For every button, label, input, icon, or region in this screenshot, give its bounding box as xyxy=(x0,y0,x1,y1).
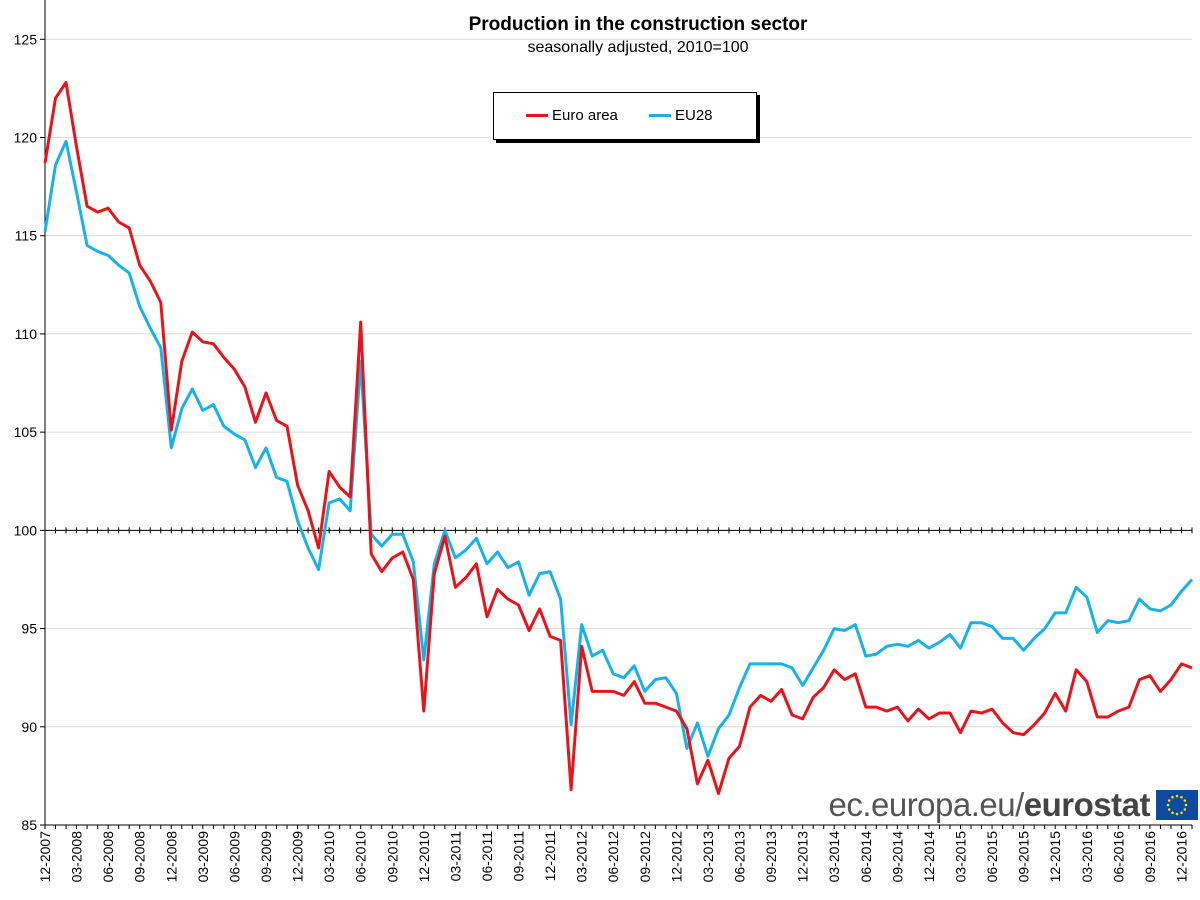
x-tick-label: 03-2015 xyxy=(952,831,968,883)
x-tick-label: 09-2014 xyxy=(889,831,905,883)
y-tick-label: 95 xyxy=(21,621,37,637)
x-tick-label: 06-2014 xyxy=(858,831,874,883)
x-tick-label: 12-2009 xyxy=(290,831,306,883)
y-tick-label: 110 xyxy=(15,326,38,342)
y-tick-label: 115 xyxy=(15,228,38,244)
x-tick-label: 06-2015 xyxy=(984,831,1000,883)
x-tick-label: 09-2008 xyxy=(132,831,148,883)
x-tick-label: 12-2016 xyxy=(1173,831,1189,883)
flag-star xyxy=(1175,812,1179,816)
watermark-brand: eurostat xyxy=(1023,786,1151,823)
x-tick-label: 03-2009 xyxy=(195,831,211,883)
chart-subtitle: seasonally adjusted, 2010=100 xyxy=(527,39,749,56)
flag-star xyxy=(1175,794,1179,798)
x-tick-label: 06-2013 xyxy=(732,831,748,883)
x-tick-label: 03-2013 xyxy=(700,831,716,883)
flag-star xyxy=(1180,795,1183,799)
y-tick-label: 125 xyxy=(14,31,38,47)
series-line-euro-area xyxy=(43,81,1193,796)
x-tick-label: 09-2013 xyxy=(763,831,779,883)
x-tick-label: 12-2014 xyxy=(921,831,937,883)
flag-star xyxy=(1171,795,1174,799)
x-tick-label: 09-2016 xyxy=(1142,831,1158,883)
series-line-eu28 xyxy=(43,139,1194,758)
watermark-domain: ec.europa.eu/ xyxy=(828,786,1024,823)
y-tick-label: 100 xyxy=(14,522,38,538)
y-tick-label: 105 xyxy=(14,424,38,440)
flag-star xyxy=(1171,811,1174,815)
flag-star xyxy=(1183,808,1187,811)
flag-star xyxy=(1166,803,1170,807)
y-tick-label: 120 xyxy=(14,130,38,146)
y-tick-label: 90 xyxy=(21,719,37,735)
chart-title: Production in the construction sector xyxy=(468,14,808,35)
x-tick-label: 12-2008 xyxy=(163,831,179,883)
x-tick-label: 09-2011 xyxy=(511,831,527,882)
x-tick-label: 03-2011 xyxy=(447,831,463,882)
eu-flag-icon xyxy=(1156,790,1198,820)
series-lines xyxy=(43,81,1194,796)
x-tick-label: 06-2016 xyxy=(1110,831,1126,883)
x-tick-label: 03-2008 xyxy=(69,831,85,883)
x-tick-label: 06-2009 xyxy=(226,831,242,883)
flag-star xyxy=(1183,799,1187,802)
x-tick-label: 12-2012 xyxy=(668,831,684,883)
x-tick-label: 12-2010 xyxy=(416,831,432,883)
legend-item-eu28: EU28 xyxy=(649,107,713,124)
x-tick-label: 03-2010 xyxy=(321,831,337,883)
x-tick-label: 12-2013 xyxy=(795,831,811,883)
x-tick-label: 06-2010 xyxy=(353,831,369,883)
flag-star xyxy=(1180,811,1183,815)
x-tick-label: 12-2015 xyxy=(1047,831,1063,883)
x-tick-label: 09-2010 xyxy=(384,831,400,883)
flag-star xyxy=(1184,803,1188,807)
x-tick-label: 12-2007 xyxy=(37,831,53,883)
flag-star xyxy=(1167,799,1171,802)
x-tick-label: 09-2012 xyxy=(637,831,653,883)
x-tick-label: 06-2011 xyxy=(479,831,495,882)
legend: Euro area EU28 xyxy=(493,92,757,140)
x-tick-label: 03-2016 xyxy=(1079,831,1095,883)
flag-star xyxy=(1167,808,1171,811)
x-tick-label: 06-2012 xyxy=(605,831,621,883)
legend-item-euro-area: Euro area xyxy=(526,107,618,124)
x-tick-label: 09-2015 xyxy=(1016,831,1032,883)
legend-swatch-euro-area xyxy=(526,114,548,117)
legend-label-eu28: EU28 xyxy=(675,107,713,124)
x-axis: 12-2007 03-2008 06-2008 09-2008 12-2008 03-20… xyxy=(37,527,1193,883)
x-tick-label: 06-2008 xyxy=(100,831,116,883)
legend-label-euro-area: Euro area xyxy=(552,107,618,124)
x-tick-label: 09-2009 xyxy=(258,831,274,883)
legend-swatch-eu28 xyxy=(649,114,671,117)
x-tick-label: 12-2011 xyxy=(542,831,558,882)
eurostat-watermark: ec.europa.eu/eurostat xyxy=(828,785,1200,825)
y-tick-label: 85 xyxy=(21,817,37,833)
y-axis: 85 90 95 100 105 110 115 120 125 xyxy=(14,0,46,833)
x-tick-label: 03-2014 xyxy=(826,831,842,883)
x-tick-label: 03-2012 xyxy=(574,831,590,883)
gridlines xyxy=(45,38,1192,728)
